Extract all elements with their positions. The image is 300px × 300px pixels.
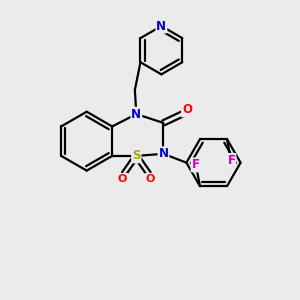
- Text: N: N: [158, 147, 168, 160]
- Text: F: F: [227, 154, 236, 167]
- Text: F: F: [191, 158, 200, 171]
- Text: N: N: [131, 108, 141, 121]
- Text: O: O: [146, 174, 155, 184]
- Text: O: O: [182, 103, 192, 116]
- Text: N: N: [156, 20, 167, 32]
- Text: O: O: [118, 174, 127, 184]
- Text: S: S: [132, 149, 141, 162]
